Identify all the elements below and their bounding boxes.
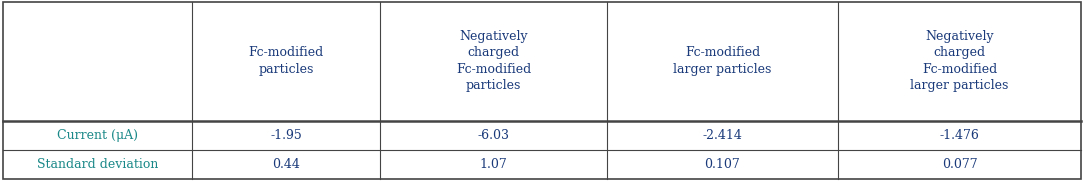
Text: 0.107: 0.107 xyxy=(705,158,740,171)
Text: Negatively
charged
Fc-modified
larger particles: Negatively charged Fc-modified larger pa… xyxy=(911,30,1009,92)
Text: -2.414: -2.414 xyxy=(702,129,743,142)
Text: Fc-modified
particles: Fc-modified particles xyxy=(248,47,324,76)
Text: -1.95: -1.95 xyxy=(270,129,302,142)
Text: Negatively
charged
Fc-modified
particles: Negatively charged Fc-modified particles xyxy=(456,30,531,92)
Text: 0.077: 0.077 xyxy=(942,158,978,171)
Text: 0.44: 0.44 xyxy=(272,158,300,171)
Text: Current (μA): Current (μA) xyxy=(57,129,138,142)
Text: Fc-modified
larger particles: Fc-modified larger particles xyxy=(673,47,772,76)
Text: -1.476: -1.476 xyxy=(940,129,980,142)
Text: 1.07: 1.07 xyxy=(479,158,507,171)
Text: -6.03: -6.03 xyxy=(478,129,509,142)
Text: Standard deviation: Standard deviation xyxy=(37,158,158,171)
